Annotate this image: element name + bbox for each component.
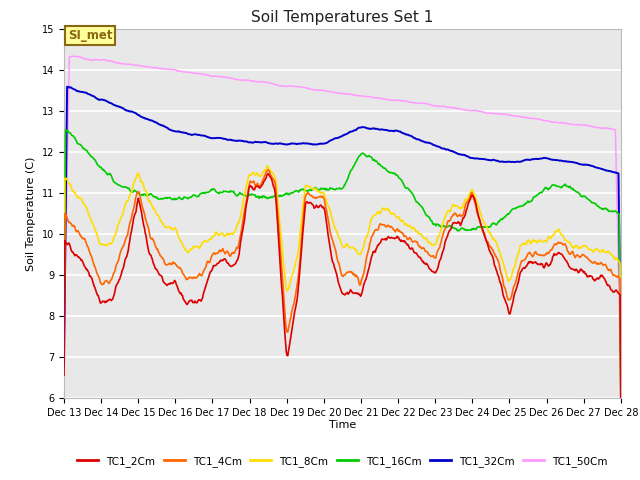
Legend: TC1_2Cm, TC1_4Cm, TC1_8Cm, TC1_16Cm, TC1_32Cm, TC1_50Cm: TC1_2Cm, TC1_4Cm, TC1_8Cm, TC1_16Cm, TC1… bbox=[73, 452, 612, 471]
Y-axis label: Soil Temperature (C): Soil Temperature (C) bbox=[26, 156, 36, 271]
Title: Soil Temperatures Set 1: Soil Temperatures Set 1 bbox=[252, 10, 433, 25]
X-axis label: Time: Time bbox=[329, 420, 356, 430]
Text: SI_met: SI_met bbox=[68, 29, 112, 42]
